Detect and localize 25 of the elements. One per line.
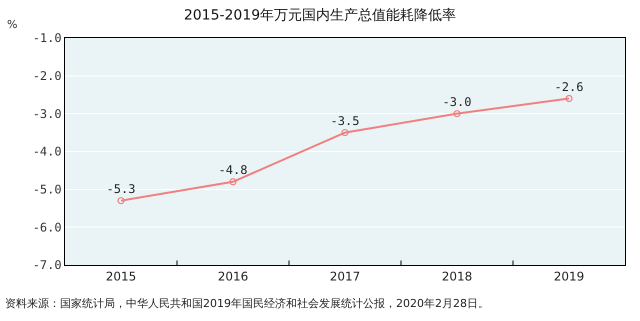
x-tick-label: 2016 xyxy=(218,269,248,284)
x-tick-label: 2015 xyxy=(106,269,136,284)
y-tick-label: -1.0 xyxy=(32,31,62,46)
point xyxy=(565,94,573,102)
chart-title: 2015-2019年万元国内生产总值能耗降低率 xyxy=(184,7,456,24)
text: -3.5 xyxy=(330,114,360,128)
text: -2.6 xyxy=(554,80,584,94)
y-tick-label: -3.0 xyxy=(32,106,62,121)
y-tick-label: -7.0 xyxy=(32,258,62,272)
x-tick-label: 2018 xyxy=(442,269,472,284)
text: -5.3 xyxy=(106,182,136,196)
point xyxy=(453,110,461,118)
y-tick-label: -4.0 xyxy=(32,144,62,159)
text: 资料来源：国家统计局，中华人民共和国2019年国民经济和社会发展统计公报，2020年2月28日。 xyxy=(5,297,489,310)
x-tick-label: 2019 xyxy=(554,269,584,284)
y-tick-label: -6.0 xyxy=(32,220,62,234)
x-tick-label: 2017 xyxy=(330,269,360,284)
point xyxy=(117,197,125,204)
text: -4.8 xyxy=(218,163,248,178)
y-axis-title: % xyxy=(7,18,18,31)
text: -3.0 xyxy=(442,94,472,109)
y-tick-label: -2.0 xyxy=(32,69,62,84)
y-tick-label: -5.0 xyxy=(32,182,62,197)
point xyxy=(341,128,349,136)
point xyxy=(229,178,237,186)
